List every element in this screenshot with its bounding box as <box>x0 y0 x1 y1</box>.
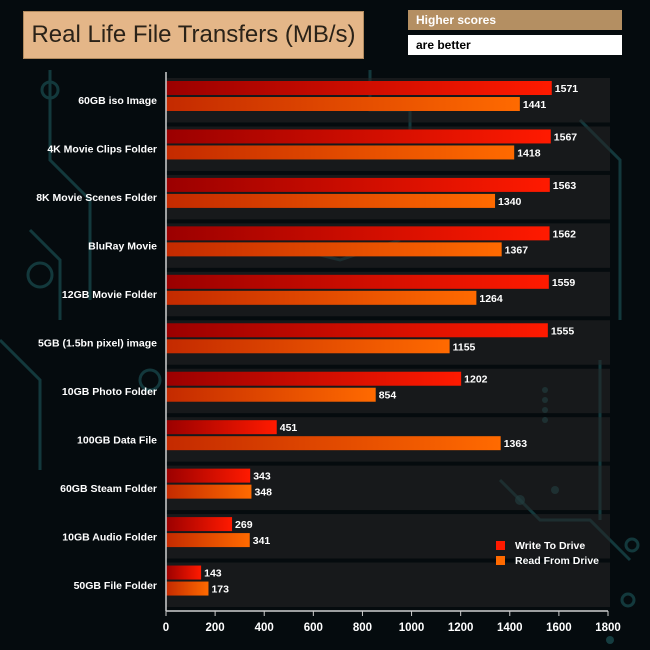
bar-write <box>166 129 551 144</box>
category-label: 60GB Steam Folder <box>60 483 157 495</box>
data-label-read: 1363 <box>504 438 528 450</box>
category-label: 12GB Movie Folder <box>62 289 157 301</box>
legend-label-read: Read From Drive <box>515 554 600 567</box>
data-label-write: 1202 <box>464 374 488 386</box>
category-label: 10GB Audio Folder <box>62 531 157 543</box>
x-tick-label: 800 <box>353 622 372 634</box>
bar-read <box>166 581 209 596</box>
legend-label-write: Write To Drive <box>515 539 586 552</box>
chart-legend: Write To Drive Read From Drive <box>496 538 599 568</box>
data-label-write: 343 <box>253 471 271 483</box>
data-label-write: 451 <box>280 422 298 434</box>
data-label-read: 1155 <box>453 341 476 353</box>
category-label: 60GB iso Image <box>78 95 157 107</box>
x-tick-label: 200 <box>206 622 225 634</box>
bar-read <box>166 339 450 354</box>
bar-read <box>166 242 502 257</box>
category-label: 8K Movie Scenes Folder <box>36 192 157 204</box>
legend-item-read: Read From Drive <box>496 553 599 568</box>
bar-write <box>166 177 550 192</box>
x-tick-label: 400 <box>255 622 274 634</box>
legend-item-write: Write To Drive <box>496 538 599 553</box>
data-label-write: 269 <box>235 519 253 531</box>
bar-read <box>166 484 252 499</box>
bar-read <box>166 193 496 208</box>
bar-write <box>166 371 462 386</box>
x-tick-label: 0 <box>163 622 169 634</box>
category-label: 100GB Data File <box>77 434 157 446</box>
bar-write <box>166 565 202 580</box>
category-band <box>166 562 610 607</box>
data-label-read: 1264 <box>479 293 503 305</box>
category-label: 4K Movie Clips Folder <box>47 144 157 156</box>
data-label-read: 1367 <box>505 244 529 256</box>
data-label-write: 1559 <box>552 277 576 289</box>
chart-title: Real Life File Transfers (MB/s) <box>23 11 364 59</box>
data-label-read: 1418 <box>517 147 541 159</box>
x-tick-label: 600 <box>304 622 323 634</box>
data-label-read: 173 <box>211 584 229 596</box>
data-label-read: 854 <box>379 390 397 402</box>
bar-write <box>166 274 549 289</box>
x-tick-label: 1600 <box>546 622 572 634</box>
x-tick-label: 1400 <box>497 622 523 634</box>
category-label: 10GB Photo Folder <box>62 386 157 398</box>
data-label-write: 1562 <box>553 228 577 240</box>
data-label-write: 1563 <box>553 180 577 192</box>
data-label-read: 348 <box>254 487 272 499</box>
bar-write <box>166 81 552 95</box>
bar-read <box>166 436 501 451</box>
bar-write <box>166 517 233 532</box>
data-label-write: 143 <box>204 568 222 580</box>
x-tick-label: 1800 <box>595 622 621 634</box>
category-label: BluRay Movie <box>88 241 157 253</box>
data-label-read: 341 <box>253 535 271 547</box>
data-label-write: 1571 <box>555 83 579 95</box>
bar-read <box>166 387 376 402</box>
higher-scores-note: Higher scores <box>408 10 622 30</box>
x-tick-label: 1200 <box>448 622 474 634</box>
legend-swatch-write <box>496 541 505 550</box>
bar-write <box>166 468 251 483</box>
data-label-read: 1441 <box>523 99 547 111</box>
category-label: 50GB File Folder <box>74 580 157 592</box>
data-label-read: 1340 <box>498 196 522 208</box>
legend-swatch-read <box>496 556 505 565</box>
x-tick-label: 1000 <box>399 622 425 634</box>
bar-read <box>166 533 250 548</box>
category-label: 5GB (1.5bn pixel) image <box>38 338 157 350</box>
bar-read <box>166 290 477 305</box>
bar-write <box>166 226 550 241</box>
bar-read <box>166 97 520 111</box>
bar-read <box>166 145 515 160</box>
bar-write <box>166 420 277 435</box>
data-label-write: 1555 <box>551 325 575 337</box>
data-label-write: 1567 <box>554 131 578 143</box>
bar-write <box>166 323 548 338</box>
are-better-note: are better <box>408 35 622 55</box>
